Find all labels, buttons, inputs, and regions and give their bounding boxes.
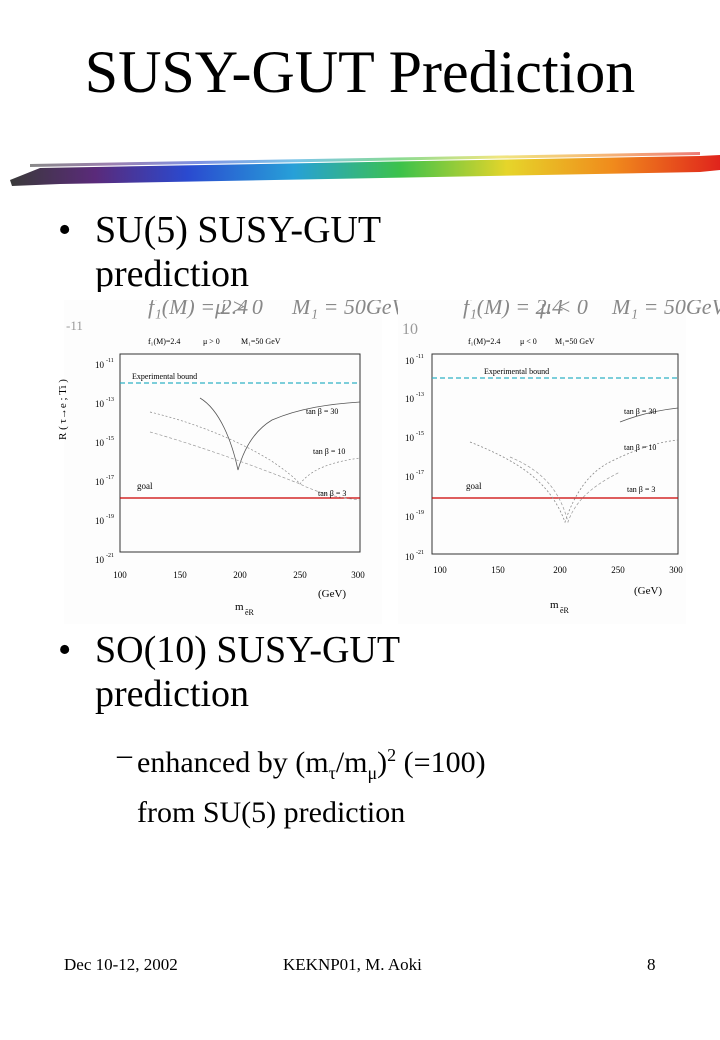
y-tick: 10: [95, 477, 105, 487]
x-tick: 300: [669, 565, 683, 575]
y-tick-exp: -15: [106, 436, 114, 442]
x-tick: 250: [293, 570, 307, 580]
y-axis-label: R ( τ→e ; Ti ): [57, 379, 69, 440]
curve-label: tan β = 30: [624, 407, 656, 416]
y-tick-exp: -15: [416, 431, 424, 437]
x-tick: 300: [351, 570, 365, 580]
printed-header-f1: f₁(M)=2.4: [148, 337, 180, 346]
bullet-dot: •: [58, 629, 72, 671]
x-var: m: [235, 601, 244, 613]
slide-title: SUSY-GUT Prediction: [84, 39, 636, 105]
y-label-top-frag: -11: [66, 318, 83, 333]
x-tick: 200: [553, 565, 567, 575]
footer-page: 8: [647, 955, 656, 974]
x-tick: 100: [433, 565, 447, 575]
x-var: m: [550, 599, 559, 611]
sub-bullet-dash: –: [117, 738, 132, 771]
curve-label: tan β = 30: [306, 407, 338, 416]
y-tick: 10: [405, 356, 415, 366]
bullet-so10-line1: SO(10) SUSY-GUT: [95, 629, 401, 671]
footer-center: KEKNP01, M. Aoki: [283, 955, 422, 974]
bullet-su5-line2: prediction: [95, 253, 250, 295]
x-tick: 200: [233, 570, 247, 580]
y-tick-exp: -17: [106, 475, 114, 481]
curve-tanb3: [149, 431, 361, 501]
curve-label: tan β = 10: [313, 447, 345, 456]
x-unit: (GeV): [318, 588, 346, 600]
y-tick-exp: -11: [106, 358, 114, 364]
x-tick: 100: [113, 570, 127, 580]
y-tick-exp: -19: [416, 510, 424, 516]
y-tick: 10: [405, 472, 415, 482]
printed-header-f1: f₁(M)=2.4: [468, 337, 500, 346]
figure-right: f₁(M) = 2.4 μ < 0 M₁ = 50GeV f₁(M)=2.4 μ…: [398, 292, 720, 624]
curve-tanb30: [469, 439, 679, 524]
y-tick-exp: -17: [416, 470, 424, 476]
y-tick-exp: -19: [106, 514, 114, 520]
goal-label: goal: [466, 481, 482, 491]
goal-label: goal: [137, 481, 153, 491]
bullet-su5-line1: SU(5) SUSY-GUT: [95, 209, 382, 251]
curve-tanb10: [509, 456, 621, 524]
rainbow-banner: [10, 152, 720, 186]
y-tick: 10: [405, 512, 415, 522]
curve-label: tan β = 10: [624, 443, 656, 452]
x-tick: 150: [173, 570, 187, 580]
x-var-sub: ẽR: [245, 608, 255, 617]
footer-date: Dec 10-12, 2002: [64, 955, 178, 974]
y-tick: 10: [95, 360, 105, 370]
sub-bullet-line2: from SU(5) prediction: [137, 796, 406, 829]
y-tick: 10: [95, 399, 105, 409]
y-tick: 10: [95, 516, 105, 526]
plot-frame: [119, 353, 361, 553]
x-tick: 150: [491, 565, 505, 575]
curve-tanb3: [619, 407, 679, 423]
y-tick-exp: -13: [416, 392, 424, 398]
y-label-top-frag: 10: [402, 321, 418, 338]
curve-label: tan β = 3: [318, 489, 346, 498]
y-tick: 10: [95, 438, 105, 448]
printed-header-m1: M₁=50 GeV: [555, 337, 595, 346]
figure-left: f₁(M) = 2.4 μ > 0 M₁ = 50GeV f₁(M)=2.4 μ…: [57, 292, 407, 624]
x-var-sub: ẽR: [560, 606, 570, 615]
experimental-bound-label: Experimental bound: [132, 372, 197, 381]
experimental-bound-label: Experimental bound: [484, 367, 549, 376]
y-tick-exp: -21: [416, 550, 424, 556]
y-tick-exp: -21: [106, 553, 114, 559]
y-tick: 10: [95, 555, 105, 565]
curve-label: tan β = 3: [627, 485, 655, 494]
y-tick: 10: [405, 552, 415, 562]
sub-bullet-line1: enhanced by (mτ/mμ)2 (=100): [137, 745, 486, 783]
y-tick-exp: -11: [416, 354, 424, 360]
curve-tanb30: [199, 397, 361, 471]
printed-header-mu: μ < 0: [520, 337, 537, 346]
curve-tanb10: [149, 411, 361, 485]
bullet-dot: •: [58, 209, 72, 251]
printed-header-mu: μ > 0: [203, 337, 220, 346]
figure-top-mask: [0, 292, 720, 300]
y-tick: 10: [405, 433, 415, 443]
x-unit: (GeV): [634, 585, 662, 597]
plot-frame: [431, 353, 679, 555]
su5-figures: f₁(M) = 2.4 μ > 0 M₁ = 50GeV f₁(M)=2.4 μ…: [57, 292, 720, 624]
printed-header-m1: M₁=50 GeV: [241, 337, 281, 346]
y-tick-exp: -13: [106, 397, 114, 403]
x-tick: 250: [611, 565, 625, 575]
y-tick: 10: [405, 394, 415, 404]
bullet-so10-line2: prediction: [95, 673, 250, 715]
